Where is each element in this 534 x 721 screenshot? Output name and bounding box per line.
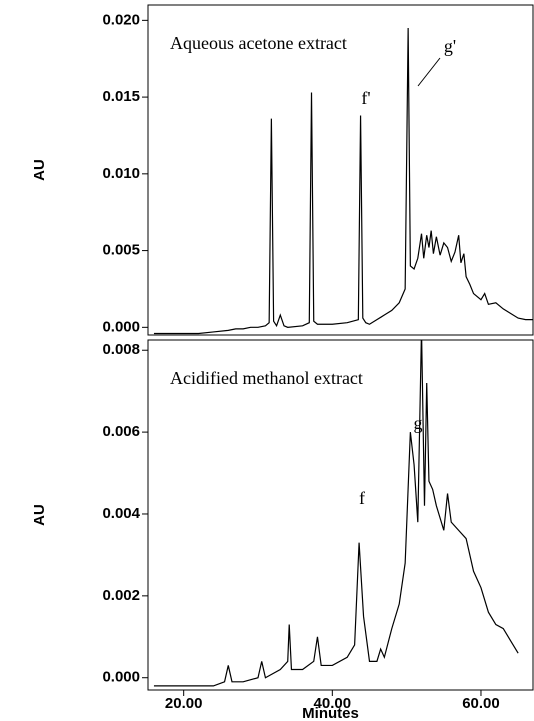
y-tick-label: 0.020	[102, 11, 140, 28]
trace	[153, 28, 533, 335]
y-tick-label: 0.002	[102, 587, 140, 604]
x-tick-label: 20.00	[165, 695, 203, 712]
plot-frame	[147, 4, 534, 336]
y-axis-label: AU	[31, 159, 48, 181]
trace	[153, 340, 519, 687]
y-tick-label: 0.000	[102, 669, 140, 686]
y-tick-label: 0.008	[102, 341, 140, 358]
leader-line	[417, 57, 441, 87]
annotation: f'	[361, 88, 370, 108]
annotation: g'	[444, 36, 456, 56]
y-tick-label: 0.006	[102, 423, 140, 440]
x-axis-label: Minutes	[302, 705, 359, 721]
x-tick-label: 60.00	[462, 695, 500, 712]
annotation: f	[359, 488, 365, 508]
y-tick-label: 0.005	[102, 242, 140, 259]
y-tick-label: 0.015	[102, 88, 140, 105]
x-tick-label: 40.00	[314, 695, 352, 712]
y-tick-label: 0.000	[102, 318, 140, 335]
plot-frame	[147, 339, 534, 691]
annotation: g	[414, 413, 423, 433]
annotation: Aqueous acetone extract	[170, 33, 347, 53]
y-tick-label: 0.010	[102, 165, 140, 182]
annotation: Acidified methanol extract	[170, 368, 363, 388]
y-axis-label: AU	[31, 504, 48, 526]
y-tick-label: 0.004	[102, 505, 140, 522]
